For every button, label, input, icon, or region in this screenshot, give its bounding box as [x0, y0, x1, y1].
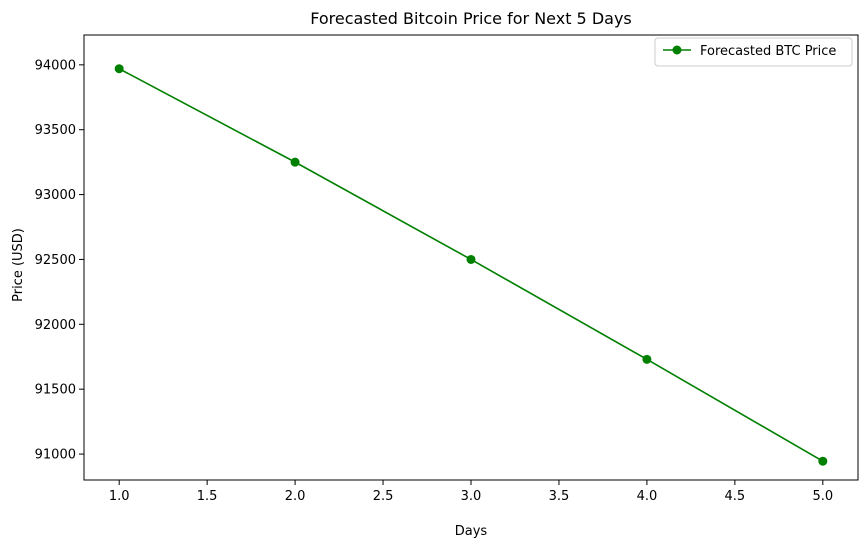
legend: Forecasted BTC Price — [654, 37, 853, 67]
y-tick-label: 91000 — [35, 448, 76, 463]
data-point — [466, 254, 476, 264]
legend-box — [654, 37, 853, 67]
data-point — [642, 354, 652, 364]
legend-marker-swatch — [672, 45, 682, 55]
data-point — [290, 157, 300, 167]
x-axis-label: Days — [455, 524, 488, 539]
series-layer — [114, 64, 828, 466]
x-tick-label: 3.0 — [461, 489, 482, 504]
y-tick-label: 92000 — [35, 318, 76, 333]
y-tick-label: 92500 — [35, 253, 76, 268]
x-tick-label: 2.5 — [373, 489, 394, 504]
y-tick-label: 94000 — [35, 58, 76, 73]
x-tick-label: 4.5 — [725, 489, 746, 504]
x-tick-label: 1.5 — [197, 489, 218, 504]
y-tick-label: 93500 — [35, 123, 76, 138]
x-tick-label: 3.5 — [549, 489, 570, 504]
y-axis-label: Price (USD) — [11, 228, 26, 302]
axis-ticks: 1.0 1.5 2.0 2.5 3.0 3.5 4.0 4.5 5.0 91000 91500 920… — [35, 58, 834, 504]
y-tick-label: 91500 — [35, 383, 76, 398]
x-tick-label: 5.0 — [812, 489, 833, 504]
y-tick-label: 93000 — [35, 188, 76, 203]
x-tick-label: 1.0 — [109, 489, 130, 504]
data-point — [818, 456, 828, 466]
legend-label: Forecasted BTC Price — [700, 44, 836, 59]
data-point — [114, 64, 124, 74]
x-tick-label: 4.0 — [637, 489, 658, 504]
chart-title: Forecasted Bitcoin Price for Next 5 Days — [310, 9, 632, 28]
x-tick-label: 2.0 — [285, 489, 306, 504]
